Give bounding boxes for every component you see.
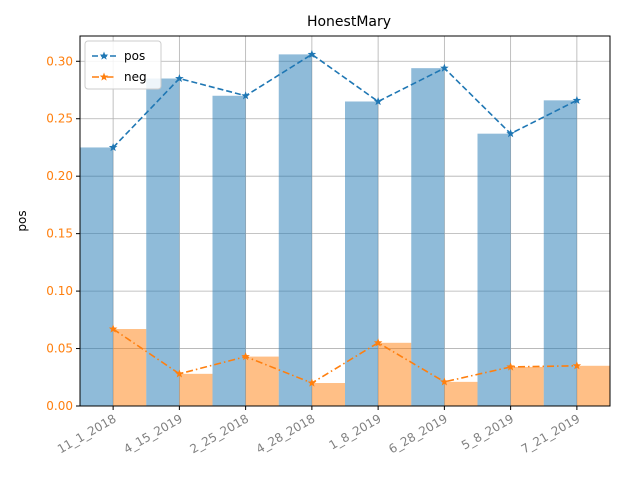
bar-neg	[444, 381, 478, 406]
point-neg	[108, 324, 118, 333]
bar-neg	[113, 329, 147, 406]
point-pos	[506, 129, 515, 138]
y-axis: 0.00 0.05 0.10 0.15 0.20 0.25 0.30	[46, 54, 80, 413]
legend-marker-neg	[99, 72, 109, 81]
bar-neg	[311, 383, 345, 406]
bar-neg	[378, 342, 412, 406]
y-tick-label: 0.00	[46, 399, 73, 413]
legend-marker-pos	[99, 51, 109, 60]
point-pos	[572, 95, 582, 104]
bar-neg	[576, 365, 610, 406]
series-line-pos	[112, 53, 578, 149]
point-neg	[506, 362, 515, 371]
y-tick-label: 0.20	[46, 169, 73, 183]
point-neg	[572, 361, 582, 370]
bar-pos	[212, 95, 246, 406]
bar-neg	[245, 356, 279, 406]
point-pos	[440, 63, 449, 72]
plot-frame	[79, 35, 611, 407]
bar-pos	[278, 54, 312, 406]
y-tick-label: 0.10	[46, 284, 73, 298]
legend: pos neg	[84, 40, 162, 90]
point-neg	[175, 369, 184, 378]
point-neg	[241, 352, 250, 361]
legend-box	[84, 40, 162, 90]
series-line-neg	[112, 328, 577, 384]
legend-label-neg: neg	[124, 70, 147, 84]
chart-title: HonestMary	[307, 14, 391, 30]
bar-pos	[146, 78, 180, 406]
point-pos	[175, 74, 184, 83]
bar-pos	[477, 133, 511, 406]
bar-neg	[510, 366, 544, 406]
y-tick-label: 0.30	[46, 54, 73, 68]
point-pos	[307, 49, 317, 59]
y-tick-label: 0.15	[46, 227, 73, 241]
y-tick-label: 0.25	[46, 112, 73, 126]
point-pos	[241, 91, 250, 100]
bar-pos	[411, 68, 445, 406]
bar-pos	[345, 101, 379, 407]
bar-neg	[179, 373, 213, 406]
y-tick-label: 0.05	[46, 342, 73, 356]
point-pos	[373, 97, 383, 106]
point-neg	[440, 377, 449, 386]
bar-pos	[80, 147, 114, 406]
y-axis-label: pos	[15, 210, 29, 231]
point-pos	[108, 142, 118, 152]
bar-pos	[543, 100, 577, 406]
series-lines	[108, 49, 582, 387]
point-neg	[307, 378, 317, 387]
legend-label-pos: pos	[124, 49, 145, 63]
point-neg	[373, 338, 383, 347]
bars	[80, 54, 610, 407]
